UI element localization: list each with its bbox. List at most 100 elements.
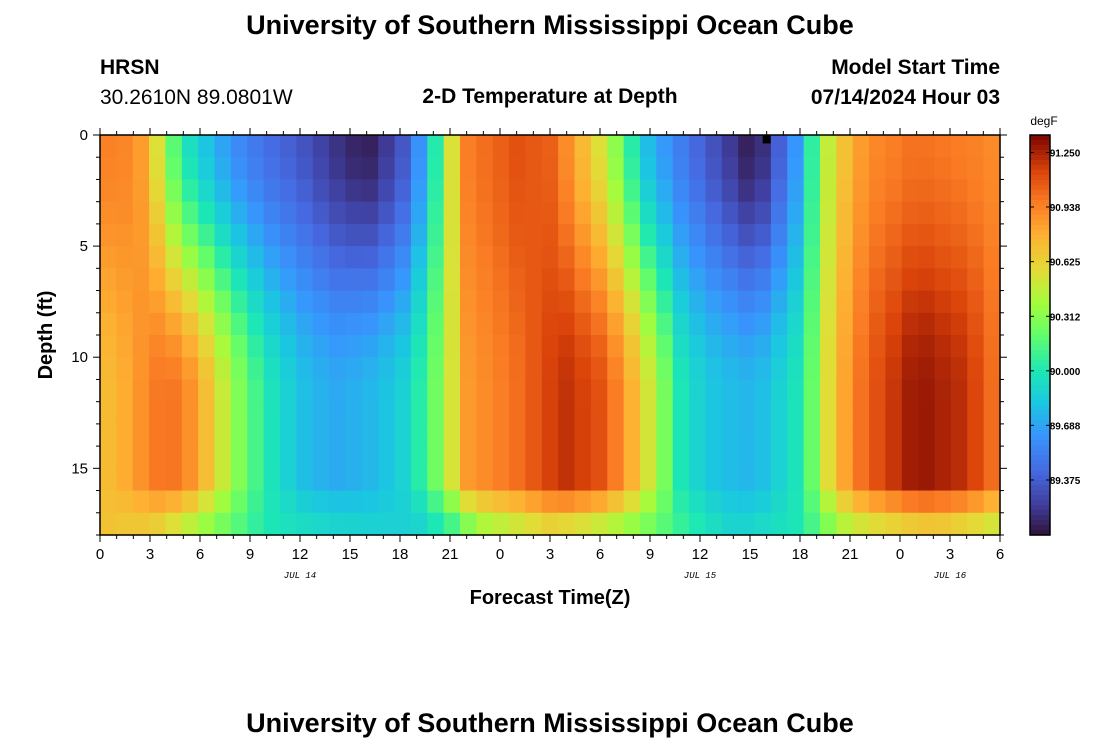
heatmap-cell: [836, 135, 854, 158]
heatmap-cell: [541, 423, 559, 447]
heatmap-cell: [738, 223, 756, 247]
heatmap-cell: [983, 379, 1001, 403]
heatmap-cell: [427, 335, 445, 358]
heatmap-cell: [116, 379, 134, 403]
heatmap-cell: [460, 446, 477, 469]
heatmap-cell: [590, 135, 608, 158]
heatmap-cell: [541, 335, 559, 358]
heatmap-cell: [541, 490, 559, 514]
heatmap-cell: [541, 223, 559, 247]
heatmap-cell: [918, 201, 936, 225]
heatmap-cell: [296, 268, 314, 292]
heatmap-cell: [738, 312, 756, 336]
colorbar-swatch: [1030, 410, 1050, 416]
heatmap-cell: [689, 246, 707, 269]
heatmap-cell: [492, 312, 510, 336]
x-tick-label: 6: [196, 546, 204, 563]
model-start-time: 07/14/2024 Hour 03: [810, 86, 1000, 109]
heatmap-cell: [165, 512, 183, 536]
heatmap-cell: [967, 468, 985, 492]
colorbar-swatch: [1030, 525, 1050, 531]
heatmap-cell: [803, 179, 821, 203]
heatmap-cell: [623, 135, 641, 158]
heatmap-cell: [492, 490, 510, 514]
heatmap-cell: [280, 401, 297, 425]
heatmap-cell: [770, 357, 788, 381]
heatmap-cell: [558, 512, 576, 536]
heatmap-cell: [623, 179, 641, 203]
heatmap-cell: [132, 357, 150, 381]
heatmap-cell: [427, 268, 445, 292]
heatmap-cell: [460, 401, 477, 425]
heatmap-cell: [149, 135, 167, 158]
heatmap-cell: [787, 246, 805, 269]
heatmap-cell: [705, 312, 723, 336]
heatmap-cell: [149, 379, 167, 403]
date-label: JUL 16: [934, 571, 967, 581]
heatmap-cell: [116, 468, 134, 492]
heatmap-cell: [558, 223, 576, 247]
colorbar-swatch: [1030, 485, 1050, 491]
heatmap-cell: [967, 423, 985, 447]
heatmap-cell: [345, 179, 363, 203]
heatmap-cell: [263, 179, 281, 203]
heatmap-cell: [361, 290, 379, 314]
heatmap-cell: [672, 290, 690, 314]
colorbar-swatch: [1030, 200, 1050, 206]
heatmap-cell: [754, 357, 772, 381]
heatmap-cell: [329, 223, 347, 247]
heatmap-cell: [410, 223, 428, 247]
heatmap-cell: [901, 446, 919, 469]
heatmap-cell: [165, 246, 183, 269]
heatmap-cell: [934, 268, 952, 292]
x-tick-label: 12: [292, 546, 309, 563]
heatmap-cell: [132, 401, 150, 425]
heatmap-cell: [705, 223, 723, 247]
heatmap-cell: [787, 468, 805, 492]
colorbar-swatch: [1030, 330, 1050, 336]
heatmap-cell: [574, 312, 592, 336]
heatmap-cell: [754, 179, 772, 203]
heatmap-cell: [983, 512, 1001, 536]
heatmap-cell: [525, 446, 543, 469]
heatmap-cell: [100, 179, 117, 203]
heatmap-cell: [820, 423, 837, 447]
heatmap-cell: [820, 446, 837, 469]
y-tick-label: 15: [71, 460, 88, 477]
colorbar-swatch: [1030, 400, 1050, 406]
heatmap-cell: [198, 201, 216, 225]
heatmap-cell: [345, 157, 363, 181]
heatmap-cell: [198, 379, 216, 403]
heatmap-cell: [901, 512, 919, 536]
heatmap-cell: [427, 357, 445, 381]
heatmap-cell: [345, 446, 363, 469]
heatmap-cell: [590, 446, 608, 469]
heatmap-cell: [100, 268, 117, 292]
x-tick-label: 9: [246, 546, 254, 563]
heatmap-cell: [607, 401, 625, 425]
heatmap-cell: [165, 379, 183, 403]
heatmap-cell: [918, 223, 936, 247]
heatmap-cell: [541, 179, 559, 203]
heatmap-cell: [132, 246, 150, 269]
heatmap-cell: [198, 446, 216, 469]
heatmap-cell: [361, 357, 379, 381]
x-tick-label: 3: [946, 546, 954, 563]
heatmap-cell: [803, 223, 821, 247]
heatmap-cell: [165, 357, 183, 381]
heatmap-cell: [689, 223, 707, 247]
heatmap-cell: [296, 335, 314, 358]
heatmap-cell: [443, 379, 461, 403]
heatmap-cell: [361, 446, 379, 469]
heatmap-cell: [574, 157, 592, 181]
heatmap-cell: [770, 268, 788, 292]
heatmap-cell: [738, 512, 756, 536]
heatmap-cell: [116, 290, 134, 314]
heatmap-cell: [950, 401, 968, 425]
heatmap-cell: [149, 223, 167, 247]
heatmap-cell: [640, 401, 657, 425]
heatmap-cell: [410, 401, 428, 425]
heatmap-cell: [443, 268, 461, 292]
heatmap-cell: [296, 446, 314, 469]
heatmap-cell: [476, 512, 494, 536]
